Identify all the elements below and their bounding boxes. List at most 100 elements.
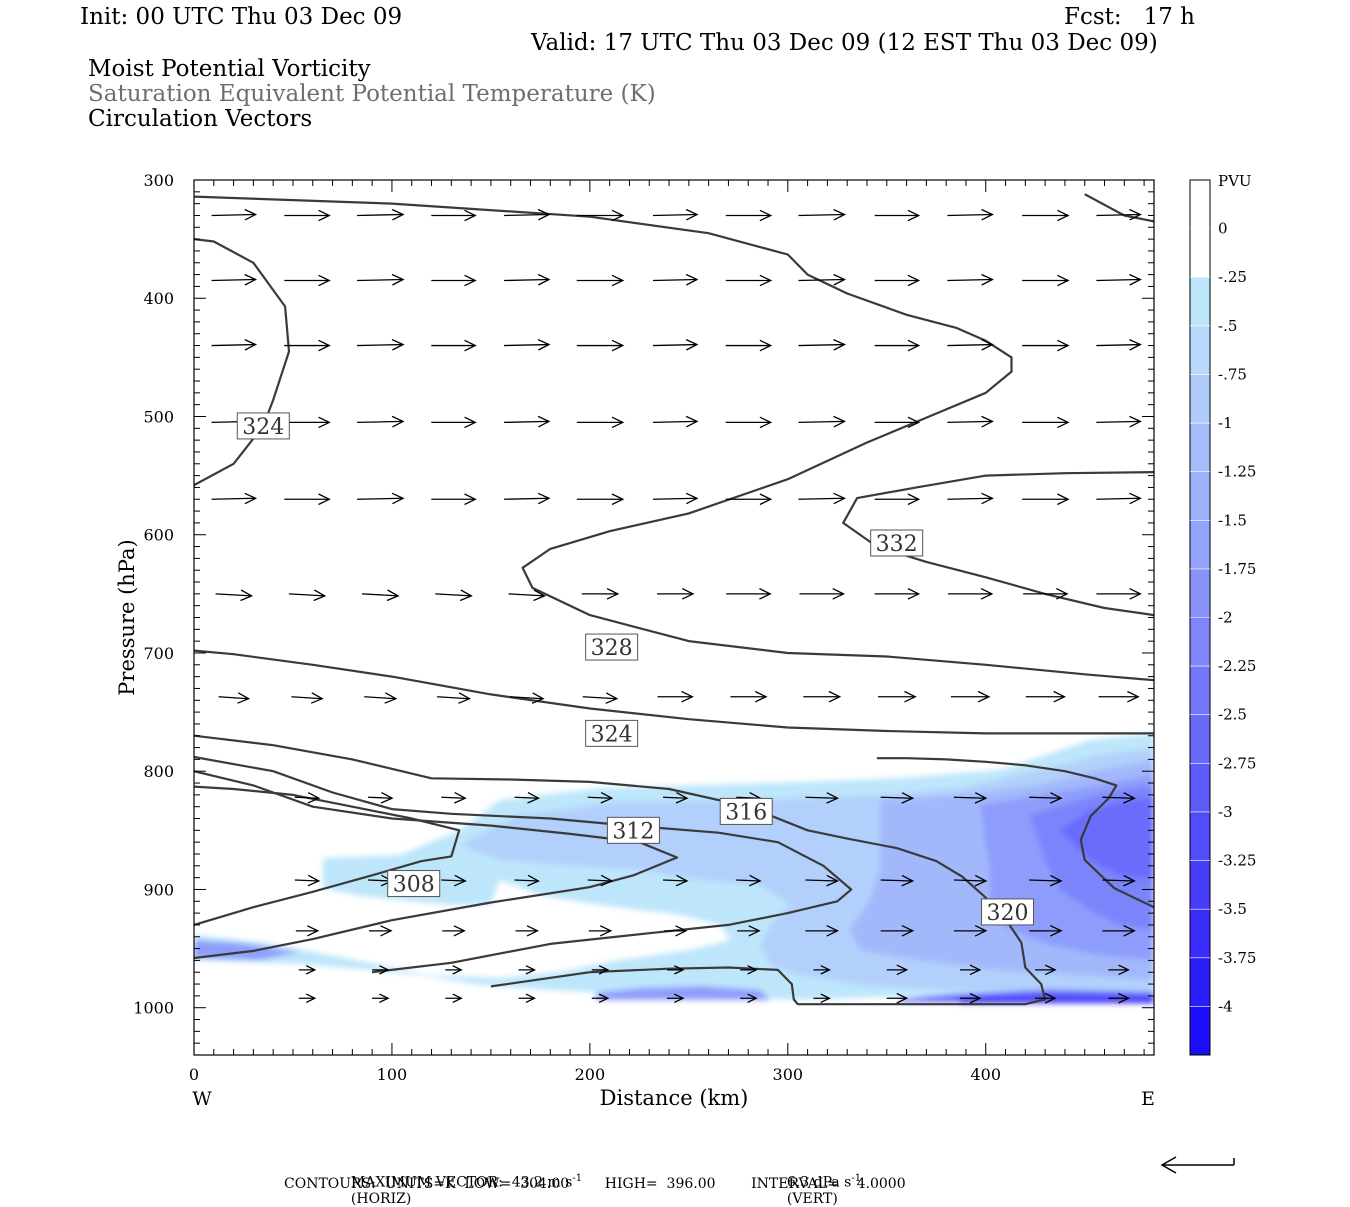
y-tick-label: 800 (143, 762, 174, 781)
colorbar-tick-label: -1.5 (1218, 511, 1247, 529)
theta-es-contours (194, 193, 1154, 1006)
vector-arrow (959, 992, 982, 1004)
x-tick-label: 0 (189, 1065, 199, 1084)
colorbar-tick-label: -1 (1218, 414, 1233, 432)
contour-320 (876, 757, 1154, 909)
vector-arrow (813, 965, 832, 975)
vector-arrow (947, 415, 994, 428)
vector-arrow (953, 874, 988, 887)
max-vector-text: MAXIMUM VECTOR: 43.2 m s (350, 1174, 573, 1191)
reference-vector-icon (1160, 1156, 1235, 1174)
valid-time: Valid: 17 UTC Thu 03 Dec 09 (12 EST Thu … (531, 30, 1158, 56)
y-axis-label: Pressure (hPa) (115, 539, 139, 695)
contour-336 (1084, 193, 1154, 223)
vector-arrow (518, 993, 536, 1003)
colorbar-tick-label: -2.25 (1218, 657, 1256, 675)
vector-arrow (215, 589, 254, 602)
colorbar-tick-label: -1.75 (1218, 560, 1256, 578)
contour-label-text: 320 (987, 901, 1029, 926)
x-tick-label: 100 (377, 1065, 408, 1084)
vector-arrow (725, 416, 773, 429)
contour-labels: 308 312 316 320 324 324 328 332 (236, 412, 1035, 926)
vector-arrow (431, 493, 477, 506)
axes: 0 100 200 300 400 300 400 500 600 700 800 900 1000 W E… (115, 171, 1155, 1110)
vector-arrow (357, 208, 405, 221)
vector-arrow (357, 339, 405, 351)
vert-unit-sup: -1 (851, 1173, 862, 1184)
contour-label-312: 312 (606, 816, 660, 844)
vector-arrow (798, 415, 846, 428)
vector-arrow (1108, 992, 1130, 1004)
colorbar-swatch (1190, 568, 1210, 618)
y-tick-label: 700 (143, 644, 174, 663)
vector-arrow (291, 692, 324, 704)
colorbar-tick-label: -.5 (1218, 317, 1237, 335)
colorbar-swatch (1190, 277, 1210, 327)
vector-arrow (591, 965, 610, 975)
colorbar-tick-label: -3.75 (1218, 949, 1256, 967)
vector-arrow (587, 792, 614, 804)
vector-arrow (726, 588, 772, 600)
vector-arrow (950, 690, 991, 703)
vector-arrow (1029, 874, 1063, 887)
contour-label-box (870, 529, 924, 557)
vector-arrow (953, 792, 988, 804)
vector-arrow (947, 273, 994, 286)
vector-arrow (298, 993, 317, 1003)
contour-label-332: 332 (870, 529, 924, 557)
colorbar-swatch (1190, 325, 1210, 375)
vector-arrow (1022, 274, 1070, 287)
vector-arrow (947, 492, 994, 505)
vector-arrow (441, 792, 467, 804)
colorbar-tick-label: -2.75 (1218, 754, 1256, 772)
contour-label-box (387, 870, 441, 898)
vector-arrow (576, 339, 625, 352)
vector-arrow (284, 493, 331, 506)
vector-arrow (294, 792, 321, 804)
vector-arrow (445, 965, 463, 975)
vector-arrow (874, 209, 921, 222)
vector-arrow (1022, 416, 1070, 429)
contour-label-text: 324 (242, 415, 284, 440)
vector-arrow (284, 416, 331, 429)
contour-label-box (585, 633, 639, 661)
vector-arrow (1096, 415, 1142, 428)
vector-arrow (725, 209, 773, 222)
contour-label-text: 312 (612, 819, 654, 844)
vector-arrow (1023, 588, 1069, 600)
vector-arrow (740, 965, 758, 975)
colorbar-tick-label: -3.25 (1218, 852, 1256, 870)
vector-arrow (211, 492, 258, 505)
vector-arrow (514, 792, 540, 804)
vector-arrow (874, 274, 921, 287)
colorbar-swatch (1190, 811, 1210, 862)
contour-label-316: 316 (719, 797, 773, 825)
vector-arrow (288, 589, 327, 602)
colorbar-tick-label: -3.5 (1218, 900, 1247, 918)
vector-arrow (576, 416, 625, 429)
vector-arrow (740, 993, 758, 1003)
colorbar-swatch (1190, 520, 1210, 570)
vector-arrow (947, 588, 994, 600)
vector-arrow (576, 209, 625, 222)
contour-label-328: 328 (585, 633, 639, 661)
field-title-vectors: Circulation Vectors (88, 106, 313, 132)
vector-arrow (947, 208, 994, 221)
vector-arrow (652, 208, 699, 221)
vector-arrow (587, 874, 614, 887)
contour-label-box (236, 412, 290, 440)
vector-arrow (663, 925, 688, 937)
contour-label-box (719, 797, 773, 825)
vector-arrow (652, 415, 699, 428)
vector-arrow (211, 208, 258, 221)
vector-arrow (880, 792, 915, 804)
colorbar-swatch (1190, 1006, 1210, 1056)
colorbar-unit: PVU (1218, 172, 1252, 190)
contour-label-text: 316 (725, 800, 767, 825)
y-tick-label: 400 (143, 289, 174, 308)
vector-arrow (1022, 339, 1070, 352)
vector-arrow (431, 416, 477, 429)
vector-arrow (514, 874, 540, 887)
vector-arrow (591, 993, 610, 1003)
contour-label-320: 320 (981, 898, 1035, 926)
